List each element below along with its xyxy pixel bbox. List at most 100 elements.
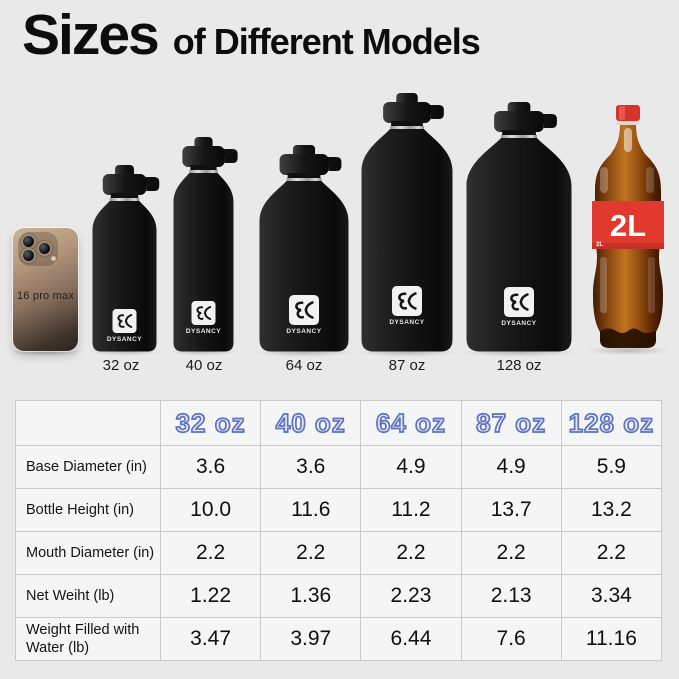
cola-size-text-small: 2L — [596, 242, 603, 248]
brand-text: DYSANCY — [389, 319, 424, 326]
phone-camera-module-icon — [18, 232, 58, 266]
steel-ring — [109, 198, 140, 203]
value-cell: 3.6 — [159, 445, 262, 489]
title-sub: of Different Models — [172, 21, 481, 62]
brand-text: DYSANCY — [501, 320, 536, 327]
value-cell: 11.16 — [560, 617, 663, 661]
shoulder-highlight — [646, 167, 654, 193]
value-cell: 3.47 — [159, 617, 262, 661]
value-cell: 11.2 — [360, 488, 462, 532]
bottle-32oz: DYSANCY — [91, 165, 178, 358]
value-cell: 10.0 — [159, 488, 262, 532]
cola-bottle: 2L 2L — [592, 105, 664, 348]
row-label: Bottle Height (in) — [15, 488, 161, 532]
steel-ring — [189, 170, 218, 175]
value-cell: 2.2 — [159, 531, 262, 575]
bottle-graphic: DYSANCY — [259, 145, 349, 352]
cola-base — [600, 328, 656, 348]
value-cell: 3.97 — [260, 617, 362, 661]
bottle-graphic: DYSANCY — [173, 137, 238, 352]
spec-table: 32 oz 40 oz 64 oz 87 oz 128 oz Base Diameter… — [15, 400, 663, 661]
brand-text: DYSANCY — [186, 328, 221, 335]
bottle-graphic: DYSANCY — [466, 102, 572, 352]
body-highlight — [648, 257, 655, 313]
value-cell: 13.7 — [460, 488, 562, 532]
value-cell: 2.23 — [360, 574, 462, 618]
value-cell: 5.9 — [560, 445, 663, 489]
lid-cap — [494, 111, 544, 132]
bottle-body — [361, 129, 453, 352]
brand-text: DYSANCY — [286, 328, 321, 335]
row-label: Net Weiht (lb) — [15, 574, 161, 618]
bottle-size-label: 64 oz — [285, 357, 323, 374]
bottle-neck — [190, 165, 217, 173]
brand-text: DYSANCY — [107, 336, 142, 343]
bottle-40oz: DYSANCY — [172, 137, 255, 358]
value-cell: 2.2 — [360, 531, 462, 575]
bottle-graphic: DYSANCY — [92, 165, 160, 352]
phone-label: 16 pro max — [16, 290, 75, 302]
shadow — [356, 348, 458, 357]
dysancy-logo: DYSANCY — [501, 287, 536, 327]
cola-label — [592, 201, 664, 249]
bottle-87oz: DYSANCY — [360, 93, 474, 358]
shoulder-highlight — [600, 167, 608, 193]
neck-highlight — [624, 128, 632, 152]
camera-lens-icon — [21, 234, 36, 249]
bottle-size-label: 128 oz — [496, 357, 542, 374]
row-label: Mouth Diameter (in) — [15, 531, 161, 575]
bottle-size-label: 32 oz — [102, 357, 140, 374]
shadow — [254, 348, 354, 357]
lid-cap — [182, 146, 225, 167]
camera-lens-icon — [21, 248, 36, 263]
value-cell: 11.6 — [260, 488, 362, 532]
bottle-neck — [502, 130, 536, 138]
value-cell: 4.9 — [460, 445, 562, 489]
column-header: 128 oz — [560, 400, 663, 446]
shadow — [585, 346, 671, 355]
label-shade — [592, 243, 664, 249]
value-cell: 3.34 — [560, 574, 663, 618]
row-label: Weight Filled with Water (lb) — [15, 617, 161, 661]
title-main: Sizes — [22, 3, 160, 67]
column-header: 87 oz — [460, 400, 562, 446]
value-cell: 1.36 — [260, 574, 362, 618]
column-header: 40 oz — [260, 400, 362, 446]
bottle-64oz: DYSANCY — [258, 145, 370, 358]
dysancy-logo: DYSANCY — [286, 295, 321, 335]
bottle-size-label: 40 oz — [185, 357, 223, 374]
bottle-body — [259, 181, 349, 352]
steel-ring — [286, 178, 322, 183]
column-header: 64 oz — [360, 400, 462, 446]
value-cell: 1.22 — [159, 574, 262, 618]
lid-cap — [279, 154, 329, 175]
value-cell: 7.6 — [460, 617, 562, 661]
cola-cap-highlight — [619, 106, 625, 120]
lid-cap — [383, 102, 431, 123]
table-row: Mouth Diameter (in) 2.2 2.2 2.2 2.2 2.2 — [15, 531, 663, 575]
value-cell: 13.2 — [560, 488, 663, 532]
value-cell: 2.2 — [560, 531, 663, 575]
steel-ring — [501, 135, 537, 140]
bottle-neck — [391, 121, 423, 129]
table-row: Bottle Height (in) 10.0 11.6 11.2 13.7 13.2 — [15, 488, 663, 532]
value-cell: 3.6 — [260, 445, 362, 489]
page-title: Sizes of Different Models — [22, 2, 481, 68]
lid-cap — [102, 174, 147, 195]
camera-flash-icon — [51, 256, 56, 261]
camera-lens-icon — [37, 241, 52, 256]
cola-size-text: 2L — [610, 208, 646, 243]
table-row: Weight Filled with Water (lb) 3.47 3.97 6.4… — [15, 617, 663, 661]
value-cell: 2.2 — [460, 531, 562, 575]
bottle-neck — [287, 173, 321, 181]
bottle-body — [466, 138, 572, 352]
bottle-body — [92, 201, 157, 352]
body-highlight — [600, 257, 607, 313]
value-cell: 6.44 — [360, 617, 462, 661]
value-cell: 2.13 — [460, 574, 562, 618]
bottle-neck — [110, 193, 139, 201]
table-row: Base Diameter (in) 3.6 3.6 4.9 4.9 5.9 — [15, 445, 663, 489]
value-cell: 2.2 — [260, 531, 362, 575]
row-label: Base Diameter (in) — [15, 445, 161, 489]
